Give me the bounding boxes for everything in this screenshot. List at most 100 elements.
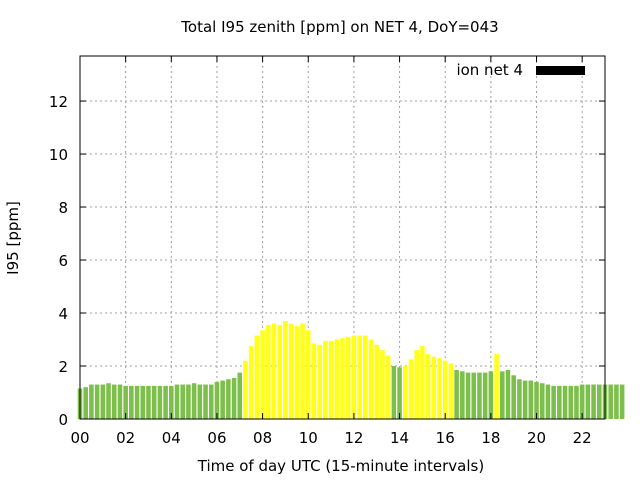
bar	[528, 380, 534, 419]
bar	[317, 344, 322, 419]
bar	[129, 385, 134, 419]
bar	[557, 385, 562, 419]
bar	[197, 384, 203, 419]
bar	[117, 384, 123, 419]
bar	[391, 366, 397, 419]
bar	[123, 385, 128, 419]
bar	[146, 385, 151, 419]
y-tick-label: 12	[49, 93, 68, 111]
bar	[522, 380, 528, 419]
y-axis-label: I95 [ppm]	[4, 201, 22, 275]
bar	[585, 384, 591, 419]
bar	[186, 384, 191, 419]
y-tick-label: 10	[49, 146, 68, 164]
bar	[340, 338, 345, 419]
x-axis-label: Time of day UTC (15-minute intervals)	[197, 457, 484, 475]
bar	[545, 384, 551, 419]
x-axis-ticks: 00 02 04 06 08 10 12 14 16 18 20 22	[70, 56, 592, 447]
bar	[551, 385, 556, 419]
bar	[597, 384, 602, 419]
x-tick-label: 18	[481, 429, 500, 447]
bar	[402, 366, 408, 419]
bar	[203, 384, 208, 419]
bar	[271, 323, 277, 419]
y-axis-ticks: 0 2 4 6 8 10 12	[49, 93, 605, 429]
bar	[505, 369, 511, 419]
bar	[414, 350, 419, 419]
x-tick-label: 04	[162, 429, 181, 447]
bar	[517, 379, 522, 419]
bar	[243, 360, 248, 419]
bar	[311, 343, 317, 419]
bar	[437, 358, 442, 419]
bar	[608, 384, 613, 419]
bar	[191, 383, 197, 419]
bar	[591, 384, 596, 419]
bar	[562, 385, 568, 419]
bar	[374, 344, 380, 419]
bar	[351, 335, 357, 419]
bar	[106, 383, 111, 419]
bar	[226, 379, 231, 419]
bar	[83, 387, 88, 419]
bar	[283, 320, 288, 419]
bar	[442, 360, 448, 419]
bar	[477, 372, 482, 419]
bar	[614, 384, 619, 419]
bar	[454, 369, 459, 419]
y-tick-label: 2	[58, 358, 68, 376]
legend: ion net 4	[456, 61, 585, 79]
legend-swatch	[536, 66, 585, 75]
bar	[294, 326, 300, 419]
bar	[380, 350, 385, 419]
bar	[539, 383, 545, 419]
x-tick-label: 10	[299, 429, 318, 447]
bar	[300, 323, 305, 419]
bar	[619, 384, 625, 419]
bar	[94, 384, 100, 419]
bar	[482, 372, 488, 419]
y-tick-label: 4	[58, 305, 68, 323]
bar	[579, 384, 585, 419]
bar	[140, 385, 146, 419]
x-tick-label: 02	[116, 429, 135, 447]
bar	[174, 384, 180, 419]
plot-frame	[79, 55, 606, 420]
bar	[431, 356, 437, 419]
bar	[157, 385, 163, 419]
bar	[448, 363, 454, 419]
bar	[288, 323, 294, 419]
bar	[357, 335, 362, 419]
bar	[568, 385, 574, 419]
bar	[266, 324, 271, 419]
bar	[408, 359, 414, 419]
bar	[220, 380, 225, 419]
x-tick-label: 20	[527, 429, 546, 447]
bar	[574, 385, 579, 419]
bar	[100, 384, 106, 419]
bar	[89, 384, 94, 419]
bar	[163, 385, 168, 419]
bar	[460, 371, 465, 419]
bar	[134, 385, 140, 419]
bar	[397, 367, 402, 419]
bar	[254, 335, 260, 419]
bar	[323, 340, 328, 419]
bar	[237, 372, 243, 419]
bar	[277, 324, 283, 419]
chart-title: Total I95 zenith [ppm] on NET 4, DoY=043	[180, 18, 498, 36]
bar	[248, 346, 254, 419]
bar	[494, 354, 499, 419]
x-tick-label: 08	[253, 429, 272, 447]
bar	[368, 339, 374, 419]
bar	[231, 377, 237, 419]
bar	[305, 330, 311, 419]
legend-label: ion net 4	[456, 61, 523, 79]
bar	[500, 371, 505, 419]
y-tick-label: 0	[58, 411, 68, 429]
bar	[334, 339, 340, 419]
bar	[534, 381, 539, 419]
bar	[363, 335, 368, 419]
bar	[151, 385, 157, 419]
